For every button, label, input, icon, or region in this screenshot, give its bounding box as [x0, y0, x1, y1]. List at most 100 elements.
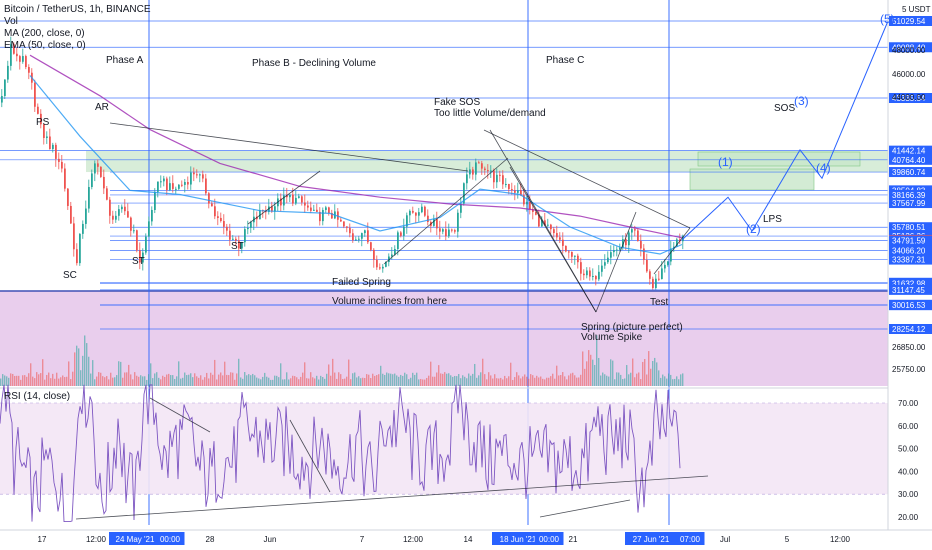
volume-legend[interactable]: Vol — [4, 16, 18, 27]
candle-body — [529, 201, 531, 210]
ma-legend[interactable]: MA (200, close, 0) — [4, 28, 85, 39]
candle-body — [625, 239, 627, 246]
volume-bar — [132, 379, 134, 386]
candle-body — [490, 170, 492, 172]
volume-bar — [144, 376, 146, 386]
volume-bar — [276, 375, 278, 386]
volume-bar — [358, 376, 360, 386]
volume-bar — [278, 377, 280, 386]
volume-bar — [150, 363, 152, 386]
volume-bar — [170, 375, 172, 386]
candle-body — [136, 230, 138, 251]
volume-bar — [292, 375, 294, 386]
volume-bar — [470, 375, 472, 386]
candle-body — [418, 212, 420, 216]
price-tick-label: 33387.31 — [892, 256, 926, 265]
volume-bar — [530, 374, 532, 386]
volume-bar — [462, 375, 464, 386]
time-tag — [155, 532, 185, 545]
volume-bar — [154, 373, 156, 386]
candle-body — [403, 226, 405, 236]
candle-body — [394, 248, 396, 255]
volume-bar — [526, 376, 528, 386]
ema-legend[interactable]: EMA (50, close, 0) — [4, 40, 86, 51]
rsi-legend[interactable]: RSI (14, close) — [4, 391, 71, 402]
candle-body — [1, 96, 3, 103]
volume-bar — [78, 348, 80, 386]
volume-bar — [376, 375, 378, 386]
volume-bar — [122, 377, 124, 386]
volume-bar — [210, 372, 212, 386]
volume-bar — [666, 378, 668, 386]
candle-body — [10, 44, 12, 66]
candle-body — [292, 194, 294, 204]
price-tick-label: 40764.40 — [892, 156, 926, 165]
candle-body — [463, 183, 465, 204]
label-sos: SOS — [774, 103, 796, 114]
volume-bar — [92, 360, 94, 386]
volume-bar — [246, 375, 248, 386]
rsi-tick-label: 60.00 — [898, 422, 919, 431]
time-tick-label: 7 — [360, 535, 365, 544]
accumulation-zone — [0, 291, 888, 386]
volume-bar — [172, 375, 174, 386]
candle-body — [442, 229, 444, 232]
candle-body — [73, 223, 75, 250]
volume-bar — [430, 361, 432, 386]
candle-body — [271, 206, 273, 212]
candle-body — [109, 199, 111, 216]
volume-bar — [274, 375, 276, 386]
volume-bar — [188, 374, 190, 386]
volume-bar — [586, 361, 588, 386]
price-tick-label: 46000.00 — [892, 70, 926, 79]
label-fake-sos-note: Too little Volume/demand — [434, 108, 546, 119]
candle-body — [355, 239, 357, 241]
volume-bar — [148, 374, 150, 386]
candle-body — [487, 170, 489, 172]
candle-body — [460, 203, 462, 213]
candle-body — [358, 238, 360, 240]
volume-bar — [102, 376, 104, 386]
time-tick-label: 27 Jun '21 — [633, 535, 670, 544]
candle-body — [541, 220, 543, 227]
volume-bar — [668, 373, 670, 386]
time-tick-label: 00:00 — [539, 535, 560, 544]
volume-bar — [250, 375, 252, 386]
symbol-title[interactable]: Bitcoin / TetherUS, 1h, BINANCE — [4, 4, 151, 15]
volume-bar — [298, 379, 300, 386]
volume-bar — [564, 376, 566, 386]
rsi-trend-line — [539, 499, 631, 518]
volume-bar — [386, 372, 388, 386]
volume-bar — [76, 345, 78, 386]
candle-body — [598, 271, 600, 280]
candle-body — [643, 248, 645, 260]
volume-bar — [482, 358, 484, 386]
candle-body — [331, 212, 333, 219]
volume-bar — [342, 378, 344, 386]
price-tag — [889, 16, 932, 26]
candle-body — [322, 209, 324, 222]
price-tick-label: 30016.53 — [892, 301, 926, 310]
volume-bar — [206, 372, 208, 386]
volume-bar — [604, 374, 606, 386]
candle-body — [76, 249, 78, 264]
price-tick-label: 39860.74 — [892, 168, 926, 177]
price-tag — [889, 154, 932, 165]
price-tick-label: 48000.00 — [892, 46, 926, 55]
volume-bar — [596, 335, 598, 386]
volume-bar — [570, 373, 572, 386]
volume-bar — [222, 375, 224, 386]
volume-bar — [652, 361, 654, 386]
candle-body — [349, 227, 351, 234]
volume-bar — [10, 373, 12, 386]
volume-bar — [368, 374, 370, 386]
candle-body — [211, 203, 213, 207]
time-tag — [492, 532, 544, 545]
volume-bar — [514, 377, 516, 386]
candle-body — [175, 188, 177, 190]
time-tick-label: 12:00 — [403, 535, 424, 544]
price-tick-label: 37567.99 — [892, 199, 926, 208]
volume-bar — [162, 375, 164, 386]
volume-bar — [266, 376, 268, 386]
